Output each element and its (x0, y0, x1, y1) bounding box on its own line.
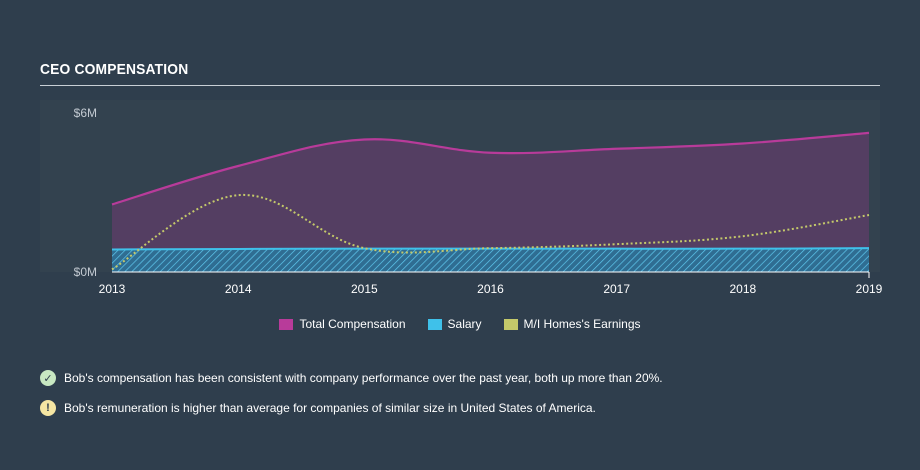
x-tick-label: 2016 (477, 282, 504, 296)
total-compensation-area (112, 132, 869, 272)
x-tick-label: 2017 (603, 282, 630, 296)
salary-area (112, 248, 869, 272)
salary-line (111, 247, 870, 251)
x-tick-label: 2013 (99, 282, 126, 296)
x-tick-label: 2019 (856, 282, 883, 296)
x-tick-label: 2018 (729, 282, 756, 296)
note-above-average-remuneration: ! Bob's remuneration is higher than aver… (40, 399, 663, 417)
chart-legend: Total Compensation Salary M/I Homes's Ea… (0, 317, 920, 331)
note-text: Bob's compensation has been consistent w… (64, 371, 663, 385)
insight-notes: ✓ Bob's compensation has been consistent… (40, 369, 663, 429)
legend-item-salary[interactable]: Salary (427, 317, 482, 331)
y-tick-label: $0M (74, 265, 97, 279)
legend-label-earnings: M/I Homes's Earnings (523, 317, 641, 331)
note-consistent-compensation: ✓ Bob's compensation has been consistent… (40, 369, 663, 387)
warning-circle-icon: ! (40, 400, 56, 416)
legend-label-salary: Salary (447, 317, 482, 331)
title-divider (40, 85, 880, 86)
legend-item-earnings[interactable]: M/I Homes's Earnings (503, 317, 641, 331)
y-tick-label: $6M (74, 106, 97, 120)
legend-label-total-compensation: Total Compensation (299, 317, 406, 331)
ceo-compensation-chart: 2013 2014 2015 2016 2017 2018 2019 $6M $0M (73, 106, 883, 296)
check-circle-icon: ✓ (40, 370, 56, 386)
legend-swatch-total-compensation (279, 318, 294, 330)
x-tick-label: 2014 (225, 282, 252, 296)
total-compensation-line (111, 131, 870, 206)
legend-swatch-salary (427, 318, 442, 330)
x-tick-label: 2015 (351, 282, 378, 296)
legend-swatch-earnings (503, 318, 518, 330)
legend-item-total-compensation[interactable]: Total Compensation (279, 317, 406, 331)
note-text: Bob's remuneration is higher than averag… (64, 401, 596, 415)
section-title: CEO Compensation (40, 61, 189, 78)
